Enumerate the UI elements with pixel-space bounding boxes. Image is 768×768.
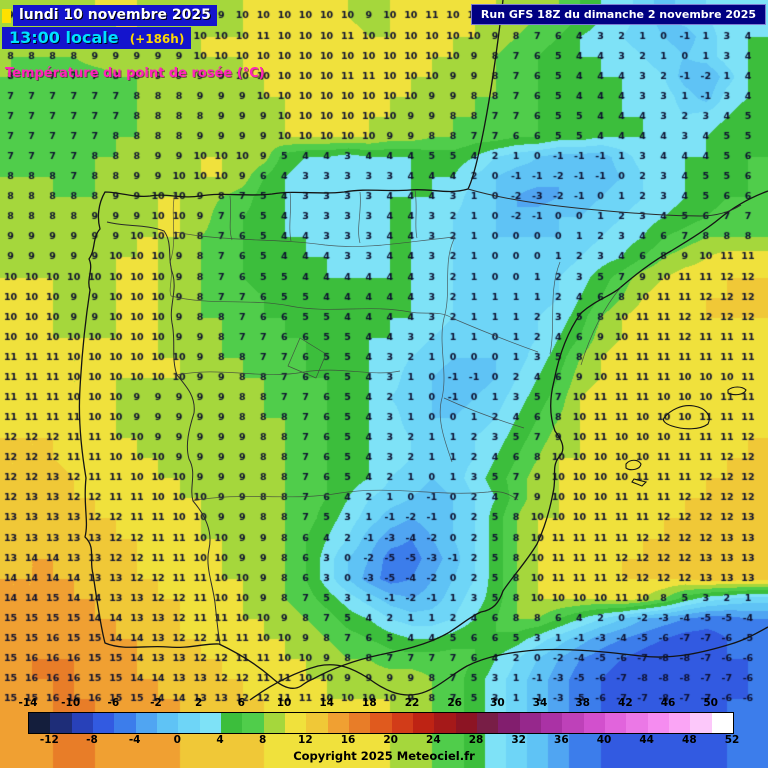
colorbar-segment xyxy=(604,713,627,733)
forecast-date: lundi 10 novembre 2025 xyxy=(13,5,217,26)
colorbar-segment xyxy=(562,713,584,733)
colorbar-segment xyxy=(540,713,563,733)
colorbar xyxy=(28,712,734,734)
colorbar-segment xyxy=(498,713,520,733)
colorbar-segment xyxy=(391,713,413,733)
date-bullet-marker xyxy=(2,9,11,23)
colorbar-segment xyxy=(306,713,328,733)
colorbar-segment xyxy=(583,713,605,733)
model-run-info: Run GFS 18Z du dimanche 2 novembre 2025 xyxy=(470,4,766,25)
colorbar-segment xyxy=(711,713,733,733)
forecast-local-time: 13:00 locale xyxy=(9,28,119,47)
copyright: Copyright 2025 Meteociel.fr xyxy=(293,749,475,763)
colorbar-segment xyxy=(135,713,157,733)
colorbar-segment xyxy=(114,713,136,733)
colorbar-segment xyxy=(348,713,371,733)
colorbar-segment xyxy=(668,713,691,733)
colorbar-segment xyxy=(519,713,541,733)
colorbar-segment xyxy=(434,713,456,733)
colorbar-segment xyxy=(626,713,648,733)
colorbar-segment xyxy=(29,713,51,733)
colorbar-segment xyxy=(263,713,285,733)
colorbar-segment xyxy=(220,713,243,733)
colorbar-segment xyxy=(178,713,200,733)
colorbar-segment xyxy=(71,713,93,733)
colorbar-segment xyxy=(156,713,179,733)
colorbar-segment xyxy=(647,713,669,733)
colorbar-segment xyxy=(92,713,115,733)
colorbar-segment xyxy=(370,713,392,733)
colorbar-segment xyxy=(50,713,72,733)
colorbar-segment xyxy=(476,713,499,733)
colorbar-segment xyxy=(412,713,435,733)
colorbar-segment xyxy=(455,713,477,733)
variable-label: Température du point de rosée (°C) xyxy=(5,66,265,81)
colorbar-segment xyxy=(327,713,349,733)
colorbar-segment xyxy=(199,713,221,733)
colorbar-segment xyxy=(242,713,264,733)
colorbar-segment xyxy=(690,713,712,733)
forecast-time: 13:00 locale (+186h) xyxy=(2,27,192,49)
forecast-hour-offset: (+186h) xyxy=(129,32,185,46)
colorbar-segment xyxy=(284,713,307,733)
